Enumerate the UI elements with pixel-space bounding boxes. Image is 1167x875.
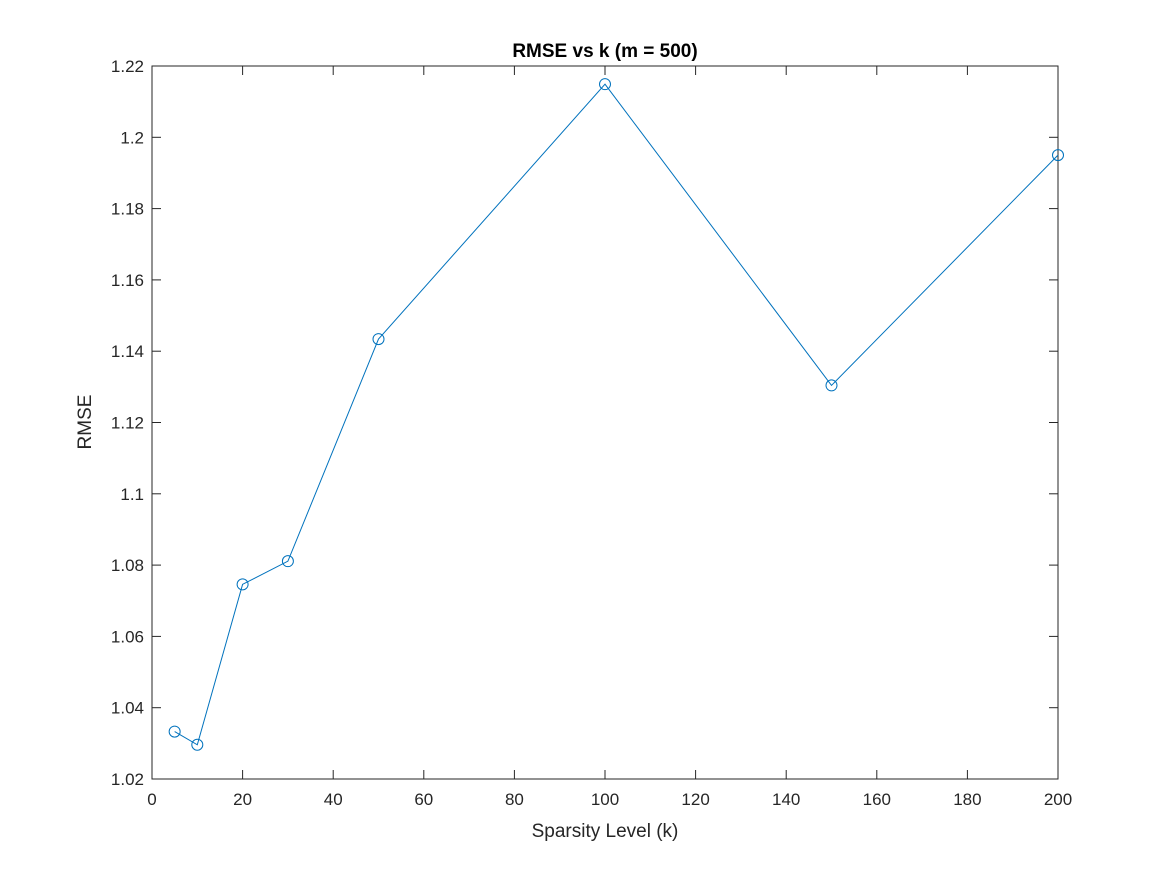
x-tick-label: 100	[591, 790, 619, 809]
x-tick-label: 60	[414, 790, 433, 809]
y-tick-label: 1.08	[111, 556, 144, 575]
y-tick-label: 1.1	[120, 485, 144, 504]
y-tick-label: 1.2	[120, 128, 144, 147]
x-tick-label: 160	[863, 790, 891, 809]
y-tick-label: 1.02	[111, 770, 144, 789]
data-point	[236, 578, 249, 591]
y-tick-label: 1.22	[111, 57, 144, 76]
x-tick-label: 180	[953, 790, 981, 809]
x-tick-label: 20	[233, 790, 252, 809]
x-tick-label: 200	[1044, 790, 1072, 809]
axis-ticks: 0 20 40 60 80 100 120 140 160 180 200 1.02 1.04 1.06 1…	[111, 57, 1072, 809]
x-tick-label: 120	[681, 790, 709, 809]
x-tick-label: 140	[772, 790, 800, 809]
chart-title: RMSE vs k (m = 500)	[512, 41, 697, 62]
y-tick-label: 1.06	[111, 627, 144, 646]
data-point	[191, 738, 204, 751]
series-group	[168, 78, 1064, 751]
y-axis-label: RMSE	[75, 395, 96, 450]
data-point	[281, 555, 294, 568]
x-tick-label: 40	[324, 790, 343, 809]
series-line	[174, 83, 1059, 746]
x-tick-label: 80	[505, 790, 524, 809]
data-point	[372, 333, 385, 346]
data-point	[825, 379, 838, 392]
data-point	[168, 725, 181, 738]
y-tick-label: 1.18	[111, 200, 144, 219]
data-point	[1052, 149, 1064, 162]
y-tick-label: 1.14	[111, 342, 144, 361]
y-tick-label: 1.12	[111, 414, 144, 433]
data-point	[599, 78, 611, 91]
plot-area	[151, 65, 1059, 780]
y-tick-label: 1.04	[111, 699, 144, 718]
x-axis-label: Sparsity Level (k)	[532, 821, 679, 842]
y-tick-label: 1.16	[111, 271, 144, 290]
x-tick-label: 0	[147, 790, 156, 809]
